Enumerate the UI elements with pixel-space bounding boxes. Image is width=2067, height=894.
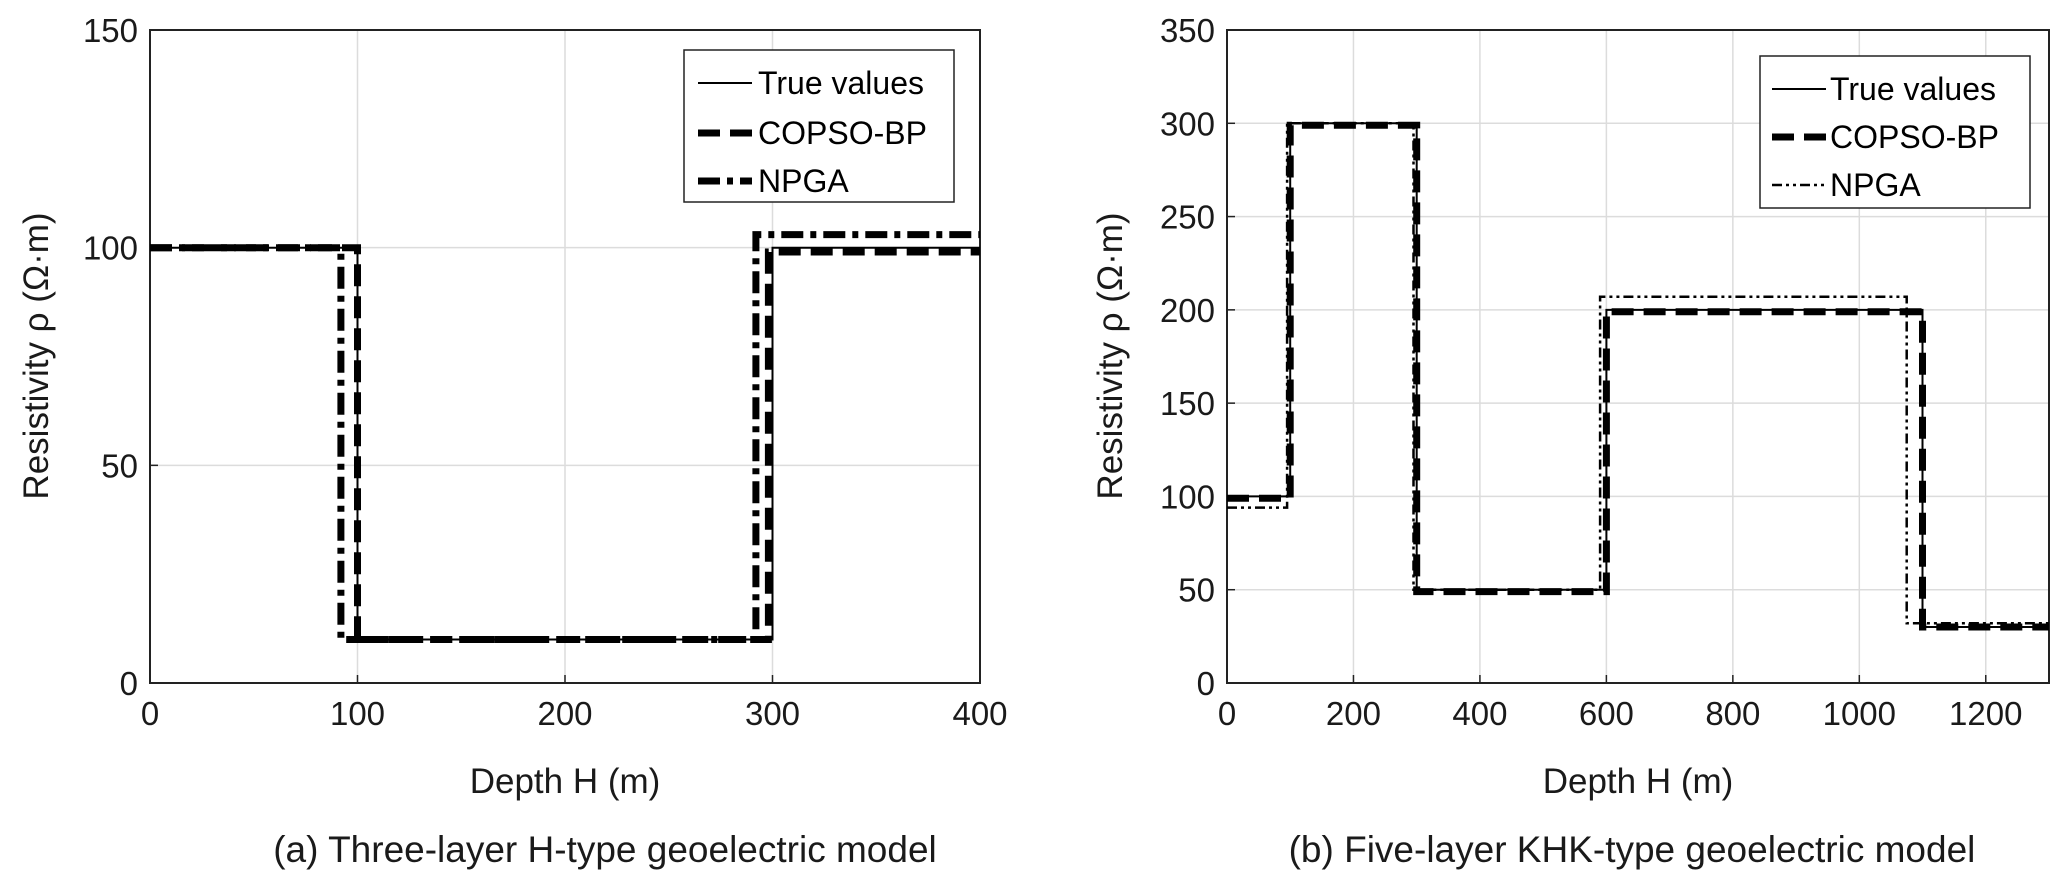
legend-box-b bbox=[1759, 55, 2031, 209]
legend-label-npga-b: NPGA bbox=[1830, 167, 1921, 203]
y-axis-label-b: Resistivity ρ (Ω·m) bbox=[1091, 212, 1130, 499]
x-tick-label: 0 bbox=[141, 695, 159, 732]
x-tick-labels-a: 0 100 200 300 400 bbox=[141, 695, 1008, 732]
legend-label-true-values-b: True values bbox=[1830, 71, 1996, 107]
y-tick-label: 50 bbox=[1178, 572, 1215, 609]
x-tick-label: 100 bbox=[330, 695, 385, 732]
y-tick-labels-a: 0 50 100 150 bbox=[83, 12, 138, 702]
x-tick-label: 800 bbox=[1705, 695, 1760, 732]
x-tick-label: 1200 bbox=[1949, 695, 2022, 732]
caption-b: (b) Five-layer KHK-type geoelectric mode… bbox=[1289, 829, 1976, 870]
legend-a: True values COPSO-BP NPGA bbox=[683, 49, 955, 203]
legend-label-npga-a: NPGA bbox=[758, 163, 849, 199]
series-line-copso-bp-b bbox=[1227, 121, 2049, 631]
x-tick-label: 400 bbox=[952, 695, 1007, 732]
y-tick-label: 200 bbox=[1160, 292, 1215, 329]
series-line-npga-a bbox=[150, 231, 980, 643]
y-tick-label: 0 bbox=[1197, 665, 1215, 702]
y-tick-label: 100 bbox=[83, 230, 138, 267]
x-tick-labels-b: 0 200 400 600 800 1000 1200 bbox=[1218, 695, 2023, 732]
legend-box-a bbox=[683, 49, 955, 203]
x-tick-label: 400 bbox=[1452, 695, 1507, 732]
legend-label-copso-bp-b: COPSO-BP bbox=[1830, 119, 1999, 155]
y-tick-label: 150 bbox=[1160, 385, 1215, 422]
plot-frame-a bbox=[149, 29, 981, 684]
x-tick-label: 0 bbox=[1218, 695, 1236, 732]
y-tick-label: 0 bbox=[120, 665, 138, 702]
chart-panel-a: 0 100 200 300 400 0 50 100 150 Depth H (m) Resi… bbox=[17, 12, 1008, 870]
y-tick-label: 150 bbox=[83, 12, 138, 49]
x-tick-label: 200 bbox=[1326, 695, 1381, 732]
series-line-npga-b bbox=[1227, 122, 2049, 625]
y-tick-label: 350 bbox=[1160, 12, 1215, 49]
x-tick-label: 1000 bbox=[1823, 695, 1896, 732]
y-tick-label: 50 bbox=[101, 447, 138, 484]
chart-panel-b: 0 200 400 600 800 1000 1200 0 50 100 150 200 250 300… bbox=[1091, 12, 2050, 870]
legend-label-copso-bp-a: COPSO-BP bbox=[758, 115, 927, 151]
x-axis-label-a: Depth H (m) bbox=[470, 762, 661, 801]
series-layer-b bbox=[1227, 121, 2049, 631]
caption-a: (a) Three-layer H-type geoelectric model bbox=[273, 829, 937, 870]
y-tick-label: 300 bbox=[1160, 105, 1215, 142]
y-axis-label-a: Resistivity ρ (Ω·m) bbox=[17, 212, 56, 499]
legend-label-true-values-a: True values bbox=[758, 65, 924, 101]
y-tick-labels-b: 0 50 100 150 200 250 300 350 bbox=[1160, 12, 1215, 702]
legend-b: True values COPSO-BP NPGA bbox=[1759, 55, 2031, 209]
x-tick-label: 600 bbox=[1579, 695, 1634, 732]
plot-frame-b bbox=[1226, 29, 2050, 684]
y-tick-label: 100 bbox=[1160, 478, 1215, 515]
x-tick-label: 200 bbox=[537, 695, 592, 732]
y-tick-label: 250 bbox=[1160, 199, 1215, 236]
x-axis-label-b: Depth H (m) bbox=[1543, 762, 1734, 801]
series-layer-a bbox=[150, 231, 980, 643]
x-tick-label: 300 bbox=[745, 695, 800, 732]
